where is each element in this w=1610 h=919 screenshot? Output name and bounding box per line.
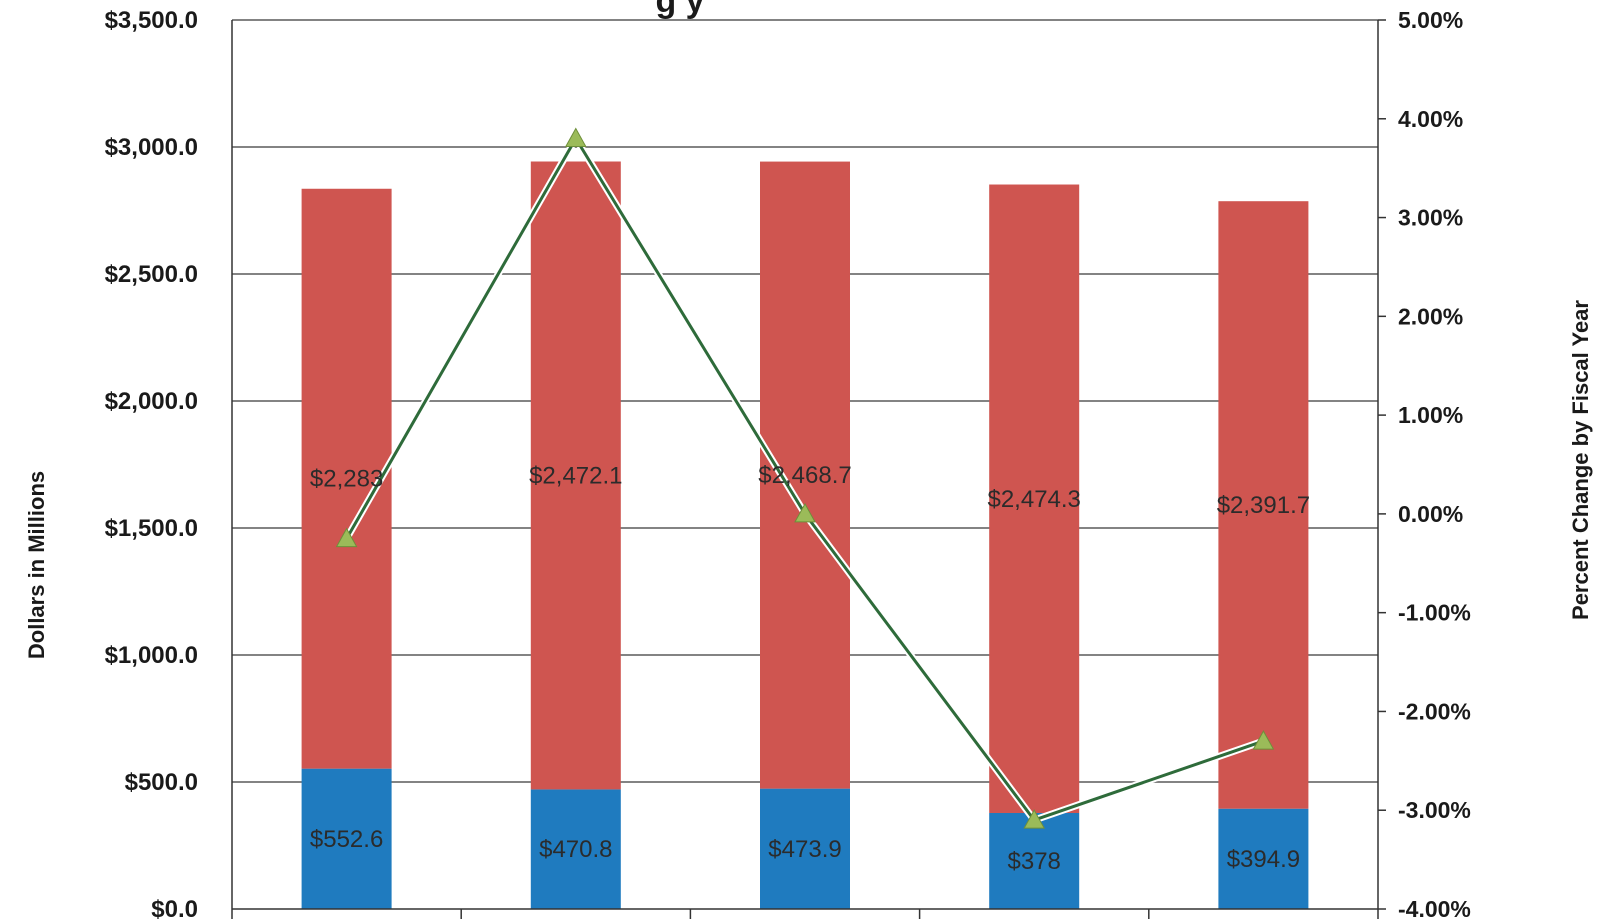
bar-segment-upper bbox=[989, 184, 1080, 813]
axes: $0.0 $500.0 $1,000.0 $1,500.0 $2,000.0 $2,500… bbox=[105, 7, 1471, 919]
line-point bbox=[1023, 809, 1046, 829]
y-axis-title: Dollars in Millions bbox=[24, 471, 49, 659]
y2-tick-label: -3.00% bbox=[1398, 797, 1471, 823]
y-tick-label: $3,000.0 bbox=[105, 134, 198, 161]
y2-tick-label: 5.00% bbox=[1398, 7, 1463, 33]
bar-label-upper: $2,391.7 bbox=[1217, 492, 1310, 519]
bar-label-lower: $552.6 bbox=[310, 826, 383, 853]
y-tick-label: $1,000.0 bbox=[105, 642, 198, 669]
line-series bbox=[335, 127, 1275, 829]
chart-title-fragment: g y bbox=[655, 0, 704, 20]
bar-label-lower: $470.8 bbox=[539, 836, 612, 863]
bar-label-lower: $473.9 bbox=[768, 836, 841, 863]
y2-tick-label: 0.00% bbox=[1398, 501, 1463, 527]
y2-tick-label: -4.00% bbox=[1398, 896, 1471, 919]
y2-tick-label: 4.00% bbox=[1398, 106, 1463, 132]
line-point bbox=[335, 527, 358, 548]
y2-axis-title: Percent Change by Fiscal Year bbox=[1568, 300, 1593, 620]
y2-tick-label: 1.00% bbox=[1398, 402, 1463, 428]
bar-segment-upper bbox=[301, 188, 392, 769]
y-tick-label: $1,500.0 bbox=[105, 515, 198, 542]
y-tick-label: $2,000.0 bbox=[105, 388, 198, 415]
data-labels: $552.6 $2,283 $470.8 $2,472.1 $473.9 $2,468.7… bbox=[310, 462, 1310, 875]
y2-tick-label: -2.00% bbox=[1398, 698, 1471, 724]
bar-segment-lower bbox=[530, 789, 621, 909]
bar-label-upper: $2,472.1 bbox=[529, 462, 622, 489]
bar-label-lower: $378 bbox=[1008, 848, 1061, 875]
y-tick-label: $3,500.0 bbox=[105, 7, 198, 34]
bar-label-lower: $394.9 bbox=[1227, 846, 1300, 873]
bar-segment-lower bbox=[301, 768, 392, 909]
bar-segment-upper bbox=[1218, 201, 1309, 809]
y-tick-label: $0.0 bbox=[151, 896, 198, 919]
y2-tick-label: 2.00% bbox=[1398, 303, 1463, 329]
line-point bbox=[794, 502, 816, 523]
bar-segment-upper bbox=[760, 161, 850, 789]
bar-segment-lower bbox=[1218, 808, 1309, 909]
bar-label-upper: $2,474.3 bbox=[987, 486, 1080, 513]
y-tick-label: $500.0 bbox=[125, 769, 198, 796]
bar-series bbox=[301, 161, 1309, 909]
y2-tick-label: 3.00% bbox=[1398, 205, 1463, 231]
y2-tick-label: -1.00% bbox=[1398, 600, 1471, 626]
line-point bbox=[564, 127, 587, 148]
y-tick-label: $2,500.0 bbox=[105, 261, 198, 288]
bar-label-upper: $2,468.7 bbox=[758, 462, 851, 489]
bar-segment-lower bbox=[760, 788, 850, 909]
bar-segment-upper bbox=[530, 161, 621, 790]
line-point bbox=[1252, 730, 1275, 750]
bar-label-upper: $2,283 bbox=[310, 466, 383, 493]
bar-segment-lower bbox=[989, 812, 1080, 909]
